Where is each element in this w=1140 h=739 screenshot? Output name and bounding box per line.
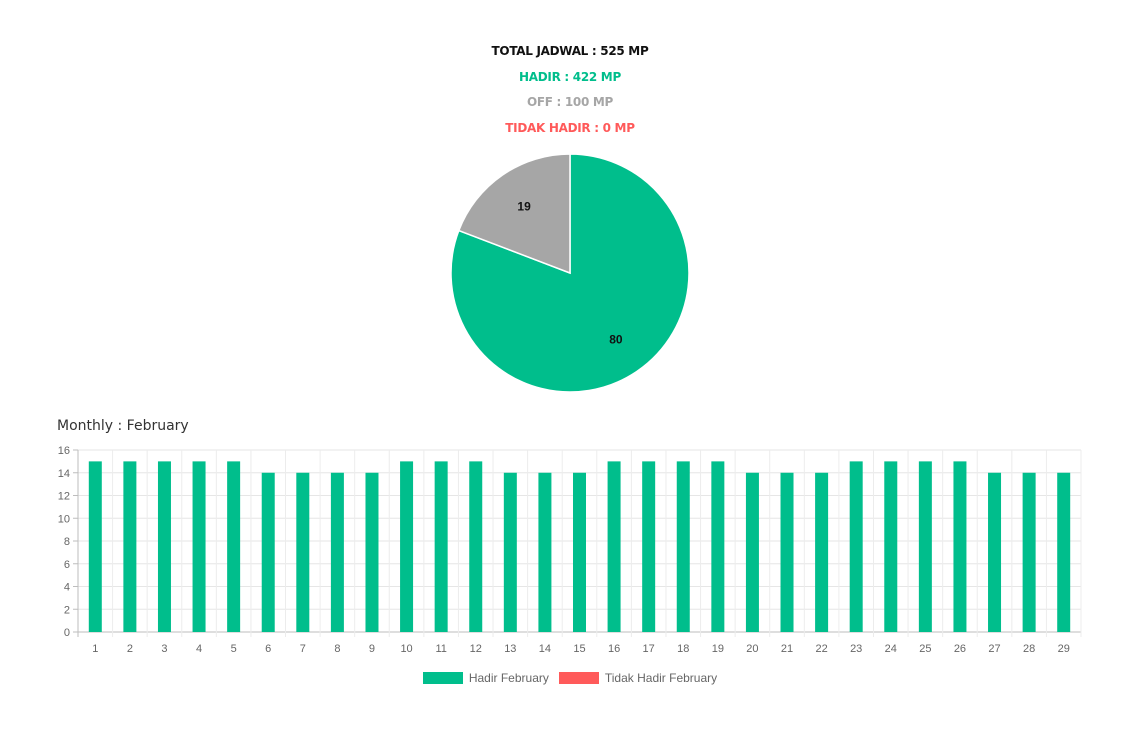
x-tick-label: 7 bbox=[300, 643, 306, 655]
pie-slice-1[interactable] bbox=[457, 153, 571, 275]
x-tick-label: 27 bbox=[988, 643, 1000, 655]
x-tick-label: 13 bbox=[504, 643, 516, 655]
bar-hadir-day-14[interactable] bbox=[538, 472, 552, 632]
bar-hadir-day-13[interactable] bbox=[503, 472, 517, 632]
summary-tidak-hadir: TIDAK HADIR : 0 MP bbox=[505, 120, 635, 135]
bar-hadir-day-15[interactable] bbox=[573, 472, 586, 632]
x-tick-label: 2 bbox=[127, 643, 133, 655]
monthly-title: Monthly : February bbox=[57, 418, 189, 434]
bar-hadir-day-17[interactable] bbox=[642, 461, 656, 632]
bar-hadir-day-25[interactable] bbox=[918, 461, 932, 632]
summary-total: TOTAL JADWAL : 525 MP bbox=[491, 44, 649, 58]
x-tick-label: 5 bbox=[231, 643, 237, 655]
bar-hadir-day-29[interactable] bbox=[1057, 472, 1071, 632]
legend-swatch-hadir bbox=[422, 672, 463, 684]
x-tick-label: 18 bbox=[677, 643, 689, 655]
bar-hadir-day-3[interactable] bbox=[157, 461, 171, 632]
x-tick-label: 29 bbox=[1058, 643, 1070, 655]
x-tick-label: 6 bbox=[265, 643, 271, 655]
y-tick-label: 10 bbox=[58, 513, 70, 525]
pie-slice-0[interactable] bbox=[450, 153, 690, 393]
y-tick-label: 0 bbox=[64, 627, 70, 639]
pie-slice-label-0: 80 bbox=[609, 333, 623, 347]
bar-hadir-day-11[interactable] bbox=[434, 461, 448, 632]
x-tick-label: 12 bbox=[470, 643, 482, 655]
bar-hadir-day-20[interactable] bbox=[745, 472, 759, 632]
x-tick-label: 24 bbox=[885, 643, 897, 655]
x-tick-label: 14 bbox=[539, 643, 551, 655]
bar-hadir-day-16[interactable] bbox=[607, 461, 621, 632]
bar-hadir-day-1[interactable] bbox=[88, 461, 102, 632]
legend-item-hadir[interactable]: Hadir February bbox=[422, 671, 549, 685]
x-tick-label: 19 bbox=[712, 643, 724, 655]
legend-swatch-tidak-hadir bbox=[558, 672, 599, 684]
x-tick-label: 10 bbox=[400, 643, 412, 655]
attendance-summary: TOTAL JADWAL : 525 MP HADIR : 422 MP OFF… bbox=[0, 42, 1140, 144]
x-tick-label: 9 bbox=[369, 643, 375, 655]
y-tick-label: 14 bbox=[58, 468, 70, 480]
bar-hadir-day-23[interactable] bbox=[849, 461, 863, 632]
bar-hadir-day-7[interactable] bbox=[296, 472, 310, 632]
bar-hadir-day-21[interactable] bbox=[780, 472, 794, 632]
x-tick-label: 17 bbox=[643, 643, 655, 655]
x-tick-label: 25 bbox=[919, 643, 931, 655]
x-tick-label: 1 bbox=[92, 643, 98, 655]
x-tick-label: 16 bbox=[608, 643, 620, 655]
x-tick-label: 4 bbox=[196, 643, 202, 655]
y-tick-label: 4 bbox=[64, 582, 70, 594]
legend-label-tidak-hadir: Tidak Hadir February bbox=[604, 671, 718, 685]
bar-hadir-day-9[interactable] bbox=[365, 472, 379, 632]
x-tick-label: 28 bbox=[1023, 643, 1035, 655]
bar-hadir-day-26[interactable] bbox=[953, 461, 967, 632]
y-tick-label: 12 bbox=[58, 491, 70, 503]
bar-hadir-day-6[interactable] bbox=[261, 472, 275, 632]
bar-hadir-day-8[interactable] bbox=[330, 472, 344, 632]
bar-hadir-day-27[interactable] bbox=[988, 472, 1002, 632]
x-tick-label: 21 bbox=[781, 643, 793, 655]
bar-hadir-day-10[interactable] bbox=[400, 461, 414, 632]
x-tick-label: 22 bbox=[815, 643, 827, 655]
x-tick-label: 26 bbox=[954, 643, 966, 655]
y-tick-label: 8 bbox=[64, 536, 70, 548]
legend-label-hadir: Hadir February bbox=[468, 671, 549, 685]
pie-slice-label-1: 19 bbox=[517, 199, 531, 213]
x-tick-label: 15 bbox=[573, 643, 585, 655]
bar-hadir-day-18[interactable] bbox=[676, 461, 690, 632]
x-tick-label: 3 bbox=[161, 643, 167, 655]
summary-off: OFF : 100 MP bbox=[526, 95, 614, 109]
bar-hadir-day-12[interactable] bbox=[469, 461, 483, 632]
x-tick-label: 23 bbox=[850, 643, 862, 655]
bar-hadir-day-2[interactable] bbox=[123, 461, 137, 632]
attendance-pie-chart: 80 19 bbox=[450, 153, 690, 393]
x-tick-label: 20 bbox=[746, 643, 758, 655]
y-tick-label: 6 bbox=[64, 559, 70, 571]
bar-hadir-day-24[interactable] bbox=[884, 461, 898, 632]
bar-chart-legend: Hadir February Tidak Hadir February bbox=[0, 671, 1140, 685]
bar-hadir-day-19[interactable] bbox=[711, 461, 725, 632]
y-tick-label: 2 bbox=[64, 604, 70, 616]
y-tick-label: 16 bbox=[58, 445, 70, 457]
bar-hadir-day-4[interactable] bbox=[192, 461, 206, 632]
legend-item-tidak-hadir[interactable]: Tidak Hadir February bbox=[558, 671, 718, 685]
bar-hadir-day-28[interactable] bbox=[1022, 472, 1036, 632]
x-tick-label: 11 bbox=[435, 643, 446, 655]
bar-hadir-day-22[interactable] bbox=[815, 472, 829, 632]
x-tick-label: 8 bbox=[334, 643, 340, 655]
summary-hadir: HADIR : 422 MP bbox=[519, 69, 621, 84]
bar-hadir-day-5[interactable] bbox=[227, 461, 241, 632]
